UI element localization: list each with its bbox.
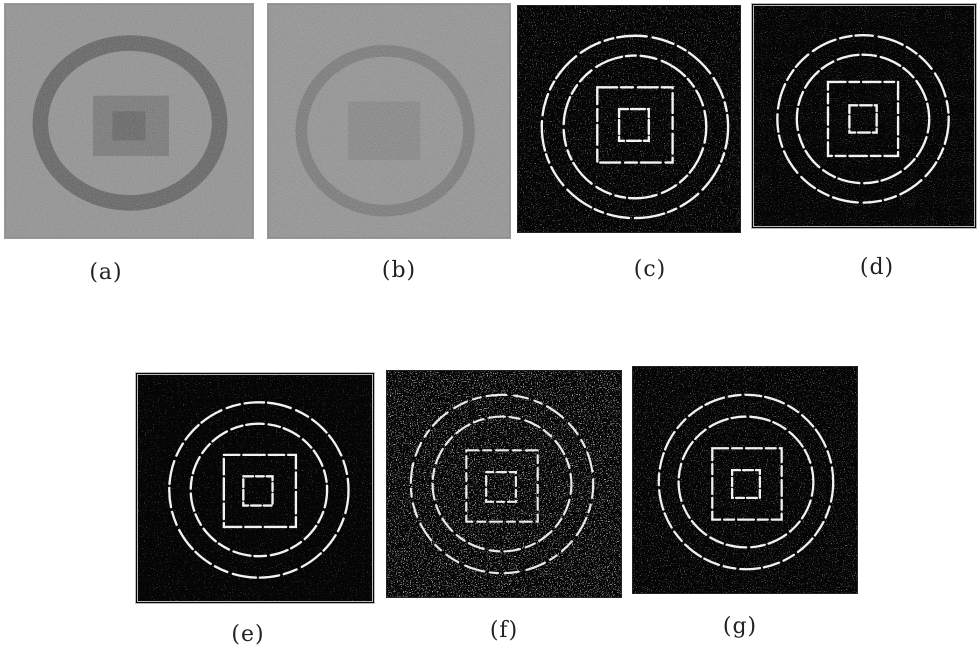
panel-c-image [517, 5, 741, 233]
panel-g-image [632, 366, 858, 594]
edge-map-d [754, 6, 974, 226]
noisy-target-image-a [7, 6, 251, 236]
panel-e-image [135, 372, 375, 604]
panel-e-caption: (e) [231, 622, 265, 647]
edge-map-c [518, 6, 740, 232]
panel-a-image [4, 3, 254, 239]
panel-a-caption: (a) [89, 260, 123, 285]
noisy-target-image-b [270, 6, 508, 236]
panel-c-caption: (c) [633, 257, 667, 282]
panel-f-caption: (f) [489, 618, 519, 643]
edge-map-g [633, 367, 857, 593]
panel-b-image [267, 3, 511, 239]
panel-g-caption: (g) [722, 614, 758, 639]
edge-map-f [387, 371, 621, 597]
edge-map-e [138, 375, 372, 601]
panel-d-caption: (d) [859, 255, 895, 280]
panel-f-image [386, 370, 622, 598]
panel-d-image [751, 3, 977, 229]
panel-b-caption: (b) [381, 258, 417, 283]
